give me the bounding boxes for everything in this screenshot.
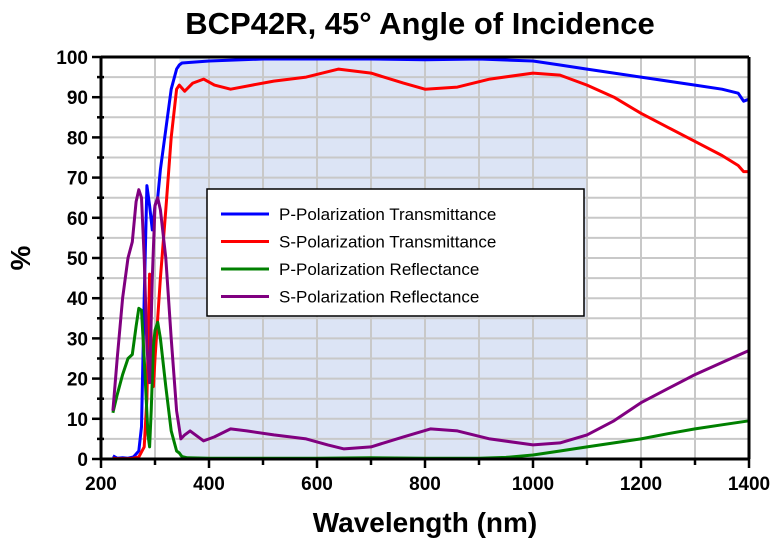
x-tick-label: 1200: [620, 474, 662, 495]
legend-label-2: P-Polarization Reflectance: [279, 260, 479, 279]
y-tick-label: 50: [67, 249, 88, 270]
y-tick-labels: 0 10 20 30 40 50 60 70 80 90 100: [56, 48, 88, 471]
y-tick-label: 60: [67, 209, 88, 230]
legend-label-1: S-Polarization Transmittance: [279, 233, 496, 252]
x-axis-label: Wavelength (nm): [313, 507, 538, 538]
series-line-0: [112, 57, 750, 460]
y-tick-label: 10: [67, 410, 88, 431]
x-tick-labels: 200 400 600 800 1000 1200 1400: [85, 474, 770, 495]
x-tick-label: 200: [85, 474, 117, 495]
y-tick-label: 20: [67, 370, 88, 391]
y-tick-label: 40: [67, 289, 88, 310]
y-tick-label: 100: [56, 48, 88, 69]
x-tick-label: 1000: [512, 474, 554, 495]
y-tick-label: 30: [67, 329, 88, 350]
x-tick-label: 800: [409, 474, 441, 495]
y-tick-label: 0: [77, 450, 88, 471]
legend-label-3: S-Polarization Reflectance: [279, 288, 479, 307]
data-series: [111, 57, 750, 461]
series-line-3: [111, 188, 750, 451]
series-line-2: [111, 306, 750, 460]
x-tick-label: 600: [301, 474, 333, 495]
legend-box: [206, 188, 585, 317]
x-tick-label: 1400: [728, 474, 770, 495]
chart-title: BCP42R, 45° Angle of Incidence: [185, 6, 654, 41]
x-tick-label: 400: [193, 474, 225, 495]
axes: [92, 55, 751, 468]
legend: P-Polarization Transmittance S-Polarizati…: [206, 188, 585, 317]
y-axis-label: %: [5, 245, 36, 270]
y-tick-label: 80: [67, 128, 88, 149]
y-tick-label: 90: [67, 88, 88, 109]
legend-label-0: P-Polarization Transmittance: [279, 205, 496, 224]
y-tick-label: 70: [67, 169, 88, 190]
